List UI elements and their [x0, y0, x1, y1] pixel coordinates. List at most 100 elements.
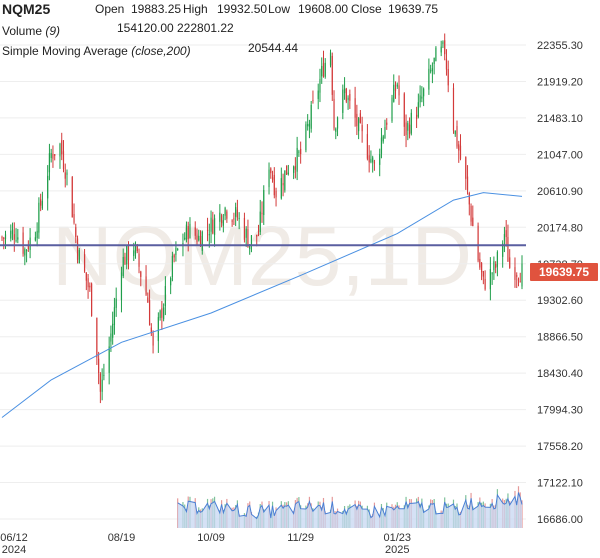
y-tick-label: 21047.00 [537, 149, 583, 161]
candle-body [259, 211, 261, 233]
candle-body [435, 47, 437, 62]
candle-body [509, 257, 511, 268]
candle-body [440, 46, 442, 53]
y-tick-label: 21919.20 [537, 76, 583, 88]
candle-body [256, 234, 258, 237]
candle-body [307, 124, 309, 127]
candle-body [458, 144, 460, 151]
candle-body [459, 145, 462, 159]
candle-body [196, 235, 198, 242]
candle-body [466, 176, 469, 191]
candle-body [115, 298, 117, 308]
candle-body [140, 271, 142, 277]
candle-body [138, 253, 140, 267]
sma-line [1, 192, 523, 418]
candle-body [75, 227, 77, 238]
candle-body [516, 275, 518, 277]
candle-body [354, 98, 356, 118]
x-tick-label: 08/19 [108, 532, 136, 544]
candle-body [445, 58, 448, 70]
candle-body [11, 229, 14, 235]
candle-body [113, 307, 116, 325]
candle-body [48, 153, 51, 173]
candle-body [212, 219, 214, 234]
candle-body [62, 151, 65, 169]
y-tick-label: 17122.10 [537, 478, 583, 490]
candle-body [263, 190, 265, 216]
candle-body [300, 148, 302, 155]
candle-body [238, 217, 240, 219]
candle-body [34, 237, 36, 241]
last-price-badge: 19639.75 [530, 263, 598, 282]
candle-body [41, 201, 44, 209]
y-tick-label: 16686.00 [537, 514, 583, 526]
candle-body [85, 272, 87, 281]
candle-body [519, 281, 521, 283]
candle-body [96, 317, 98, 358]
candle-body [173, 255, 175, 258]
candle-body [233, 218, 235, 220]
candle-body [13, 234, 15, 240]
candle-body [59, 143, 61, 157]
candle-body [452, 87, 455, 131]
candle-body [293, 166, 295, 173]
candle-body [393, 84, 395, 102]
candle-body [495, 264, 497, 268]
candle-body [112, 323, 114, 338]
candle-body [408, 124, 411, 135]
candle-body [517, 279, 520, 281]
candle-body [101, 379, 103, 392]
volume-ma-area [177, 492, 523, 528]
candle-body [482, 271, 484, 277]
candle-body [243, 217, 246, 240]
candle-body [361, 125, 363, 132]
candle-body [17, 237, 19, 240]
candle-body [442, 41, 444, 45]
candle-body [184, 237, 186, 240]
candle-body [294, 166, 296, 170]
candle-body [359, 113, 361, 123]
candle-body [472, 217, 474, 227]
candle-body [249, 244, 251, 250]
candle-body [47, 175, 49, 199]
candle-body [370, 158, 372, 163]
volume-bar [177, 498, 179, 528]
candle-body [275, 190, 277, 198]
candle-body [333, 98, 335, 129]
candle-body [491, 273, 493, 275]
candle-body [29, 237, 31, 250]
candle-body [134, 245, 137, 254]
candle-body [308, 123, 311, 127]
y-tick-label: 20610.90 [537, 186, 583, 198]
candle-body [170, 278, 172, 286]
candle-body [213, 218, 216, 235]
y-axis: 22355.30 21919.20 21483.10 21047.00 20610.90… [537, 40, 583, 526]
candle-body [64, 172, 66, 179]
candle-body [394, 88, 397, 91]
candle-body [268, 169, 270, 188]
candle-body [349, 94, 351, 101]
y-tick-label: 21483.10 [537, 113, 583, 125]
candle-body [76, 238, 79, 260]
candle-body [1, 237, 3, 239]
candle-body [454, 130, 456, 135]
candle-body [245, 228, 247, 238]
y-tick-label: 18866.50 [537, 332, 583, 344]
y-tick-label: 18430.40 [537, 368, 583, 380]
x-tick-label: 01/23 [384, 532, 412, 544]
candle-body [271, 177, 274, 180]
candle-body [431, 68, 434, 72]
candle-body [163, 307, 165, 320]
candle-body [182, 243, 184, 245]
x-tick-label: 06/12 [0, 532, 28, 544]
candle-body [66, 172, 68, 175]
candle-body [415, 114, 418, 120]
candle-body [3, 237, 5, 239]
last-price-label: 19639.75 [539, 265, 589, 279]
candle-body [261, 212, 263, 215]
candle-body [358, 118, 360, 132]
watermark-text: NQM25,1D [52, 209, 472, 303]
candle-body [493, 261, 495, 271]
x-tick-year-label: 2025 [385, 544, 409, 556]
